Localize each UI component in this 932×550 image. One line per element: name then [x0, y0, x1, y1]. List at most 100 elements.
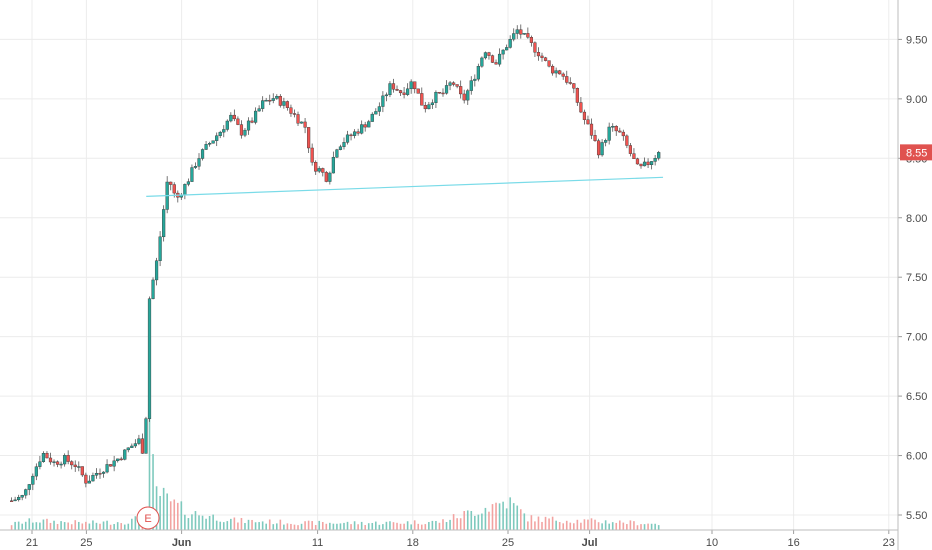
candle	[540, 52, 544, 62]
candle	[632, 148, 636, 160]
volume-bar	[148, 400, 151, 530]
volume-bar	[527, 521, 529, 530]
volume-bar	[265, 523, 267, 530]
volume-bar	[247, 519, 250, 530]
candle-body	[282, 101, 286, 106]
candle	[335, 148, 339, 159]
candle	[469, 76, 473, 95]
volume-bar	[56, 523, 59, 530]
volume-bar	[212, 514, 214, 530]
volume-bar	[551, 516, 554, 530]
volume-bar	[169, 501, 172, 530]
volume-bar	[364, 525, 366, 530]
last-price-badge-bg	[900, 144, 932, 161]
candle-body	[384, 94, 389, 97]
volume-bar	[46, 518, 48, 530]
candle	[462, 89, 466, 104]
volume-bar	[99, 523, 101, 530]
candle-body	[204, 144, 208, 150]
y-tick-label: 7.50	[906, 272, 927, 284]
candle	[24, 488, 28, 499]
candle-body	[653, 158, 657, 162]
volume-bar	[519, 509, 522, 530]
volume-bar	[604, 520, 607, 530]
candle-body	[331, 156, 335, 174]
candle	[190, 164, 194, 182]
candle	[650, 161, 654, 170]
volume-bar	[109, 524, 112, 530]
candle-body	[70, 461, 74, 466]
candle-body	[540, 55, 544, 58]
candle	[289, 104, 293, 117]
candle	[604, 138, 608, 147]
candle	[466, 88, 470, 105]
candle-body	[444, 85, 449, 94]
candle	[275, 94, 279, 100]
candle-body	[568, 82, 572, 84]
candle-body	[621, 131, 625, 137]
candle-body	[476, 66, 480, 80]
candle-body	[427, 104, 431, 110]
volume-bar	[21, 523, 24, 530]
candle	[427, 101, 431, 110]
candle	[317, 166, 321, 174]
candle-body	[469, 80, 473, 91]
x-tick-label: Jul	[582, 537, 598, 549]
candle-body	[430, 102, 434, 105]
candle-body	[607, 126, 611, 141]
earnings-marker[interactable]: E	[136, 506, 160, 530]
volume-bar	[198, 515, 200, 530]
volume-bar	[477, 514, 480, 530]
volume-bar	[127, 523, 130, 530]
x-tick-label: 11	[312, 537, 323, 549]
candle	[48, 452, 53, 465]
candle-body	[628, 145, 632, 154]
candle	[377, 102, 381, 117]
candle	[264, 97, 268, 102]
candle-body	[190, 167, 194, 182]
volume-bar	[346, 521, 349, 530]
volume-bar	[360, 521, 363, 530]
candle	[314, 160, 318, 175]
candle	[381, 91, 385, 113]
volume-bar	[201, 515, 204, 530]
volume-bar	[601, 523, 603, 530]
volume-bar	[537, 516, 540, 530]
candle	[596, 138, 601, 159]
candle	[657, 150, 661, 161]
candle	[140, 433, 145, 454]
candle-body	[551, 65, 555, 74]
candle	[55, 460, 60, 468]
candle	[261, 96, 265, 112]
candle	[151, 277, 155, 300]
volume-bar	[481, 513, 483, 530]
candle-body	[501, 49, 505, 55]
candle	[20, 494, 24, 501]
volume-bar	[371, 522, 374, 530]
candle	[618, 127, 622, 133]
candle-body	[642, 161, 647, 167]
candle	[31, 473, 35, 491]
candle-body	[193, 166, 198, 168]
candle	[307, 127, 311, 153]
volume-bar	[240, 517, 243, 530]
candle-body	[264, 99, 268, 102]
volume-bar	[406, 521, 409, 530]
volume-bar	[502, 501, 504, 530]
candle-body	[52, 461, 56, 463]
candle	[384, 92, 389, 102]
candle	[409, 79, 413, 94]
volume-bar	[530, 515, 533, 530]
candle	[483, 51, 488, 60]
candle	[186, 178, 190, 187]
candle	[593, 129, 597, 142]
volume-bar	[417, 523, 420, 530]
volume-bar	[304, 521, 306, 530]
candle	[328, 171, 332, 185]
candle	[34, 463, 38, 481]
candle-body	[275, 96, 279, 99]
volume-bar	[276, 523, 278, 530]
candle	[285, 100, 290, 111]
candle-body	[483, 52, 488, 59]
